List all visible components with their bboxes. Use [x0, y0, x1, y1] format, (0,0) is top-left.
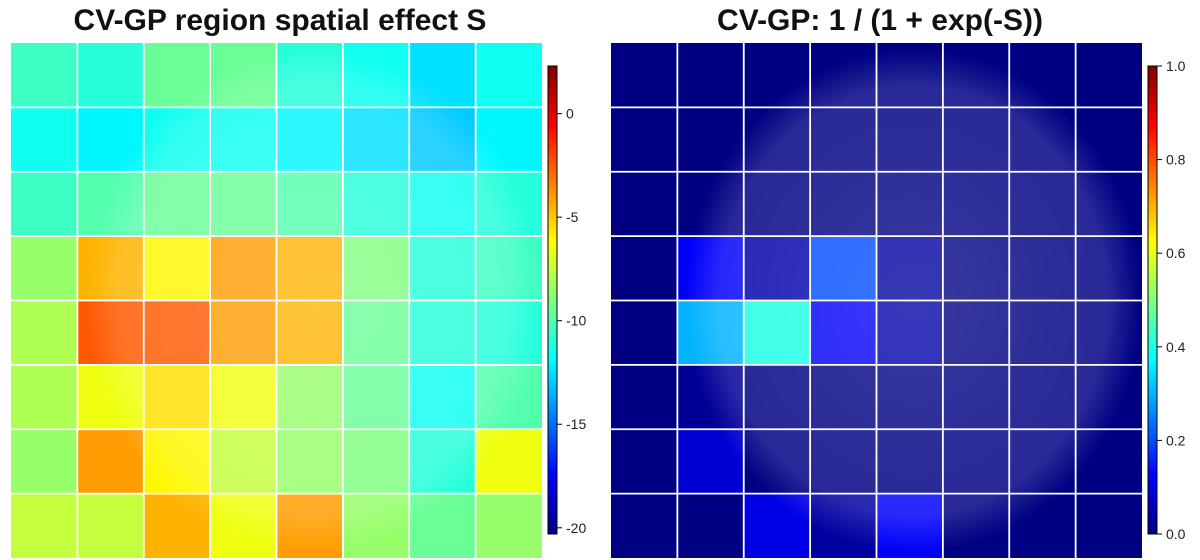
region-cell: [611, 493, 678, 558]
colorbar-tick-label: -10: [566, 313, 586, 329]
right-panel: CV-GP: 1 / (1 + exp(-S)) 1.0 0.8 0.6 0.4 0.2…: [600, 0, 1200, 560]
region-cell: [611, 43, 678, 108]
region-cell: [11, 364, 78, 430]
region-cell: [677, 43, 745, 108]
region-cell: [11, 171, 78, 237]
region-cell: [77, 43, 145, 108]
region-cell: [611, 171, 678, 237]
region-cell: [1075, 43, 1142, 108]
region-grid: [611, 43, 1142, 558]
colorbar-tick-label: 0.2: [1166, 432, 1186, 448]
colorbar-tick-label: 0.0: [1166, 526, 1186, 542]
region-cell: [11, 107, 78, 173]
logistic-effect-heatmap: 1.0 0.8 0.6 0.4 0.2 0.0: [611, 43, 1186, 558]
region-cell: [1075, 493, 1142, 558]
colorbar: [547, 65, 558, 535]
colorbar-tick-label: 0: [566, 106, 574, 122]
region-cell: [475, 493, 542, 558]
region-cell: [611, 429, 678, 495]
region-cell: [611, 107, 678, 173]
region-cell: [11, 429, 78, 495]
left-panel: CV-GP region spatial effect S 0 -5 -10 -15 -…: [11, 4, 586, 558]
region-cell: [677, 493, 745, 558]
colorbar-tick-label: 0.6: [1166, 245, 1186, 261]
colorbar-tick-label: -15: [566, 416, 586, 432]
colorbar: [1147, 65, 1158, 535]
region-cell: [11, 43, 78, 108]
region-cell: [611, 236, 678, 301]
colorbar-tick-label: -5: [566, 209, 579, 225]
region-cell: [77, 493, 145, 558]
spatial-effect-heatmap: 0 -5 -10 -15 -20: [11, 43, 586, 558]
region-cell: [611, 300, 678, 366]
colorbar-tick-label: 0.8: [1166, 152, 1186, 168]
region-cell: [11, 300, 78, 366]
colorbar-tick-label: 0.4: [1166, 339, 1186, 355]
region-cell: [475, 43, 542, 108]
region-cell: [11, 493, 78, 558]
region-grid: [11, 43, 542, 558]
region-cell: [611, 364, 678, 430]
region-cell: [11, 236, 78, 301]
chart-title: CV-GP: 1 / (1 + exp(-S)): [717, 4, 1043, 37]
colorbar-tick-label: 1.0: [1166, 58, 1186, 74]
colorbar-tick-label: -20: [566, 520, 586, 536]
chart-title: CV-GP region spatial effect S: [73, 4, 487, 37]
